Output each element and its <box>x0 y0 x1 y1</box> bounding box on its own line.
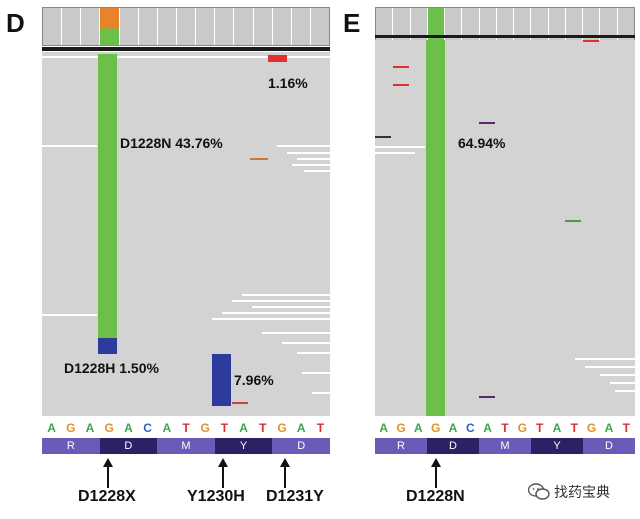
base: G <box>586 421 597 435</box>
base: C <box>465 421 475 435</box>
base: T <box>570 421 578 435</box>
base: T <box>535 421 544 435</box>
base: A <box>162 421 172 435</box>
base: T <box>182 421 190 435</box>
y1230h-label: Y1230H <box>187 488 245 505</box>
base: A <box>448 421 458 435</box>
panel-e-divider <box>375 35 635 38</box>
amino-acid: D <box>427 438 479 454</box>
base: G <box>396 421 406 435</box>
panel-e-letter: E <box>343 8 361 38</box>
d1228h-mutation-bar <box>98 338 117 354</box>
watermark-text: 找药宝典 <box>554 485 610 501</box>
panel-d-d1228h-label: D1228H 1.50% <box>64 360 159 376</box>
d1228n-mutation-bar-e <box>426 40 445 416</box>
panel-d-d1228n-label: D1228N 43.76% <box>120 135 223 151</box>
panel-d-divider <box>42 47 330 51</box>
base: G <box>430 421 441 435</box>
base: T <box>316 421 325 435</box>
d1231y-label: D1231Y <box>266 488 324 505</box>
amino-acid: D <box>99 438 158 454</box>
base: T <box>501 421 509 435</box>
amino-acid: M <box>479 438 531 454</box>
panel-d-y1230h-pct-label: 7.96% <box>234 372 274 388</box>
d1231y-mutation-mark <box>268 55 287 62</box>
base: G <box>517 421 527 435</box>
base: T <box>622 421 630 435</box>
base: C <box>143 421 152 435</box>
base: T <box>259 421 267 435</box>
panel-d-sequence-row: A G A G A C A T G T A T G A T <box>42 420 330 436</box>
base: A <box>239 421 248 435</box>
panel-d-small-pct-label: 1.16% <box>268 75 308 91</box>
panel-d-read-area <box>42 52 330 416</box>
base: A <box>483 421 492 435</box>
amino-acid: D <box>583 438 635 454</box>
base: G <box>104 421 114 435</box>
amino-acid: R <box>42 438 100 454</box>
base: A <box>413 421 423 435</box>
base: A <box>379 421 388 435</box>
panel-d-amino-acid-row: R D M Y D <box>42 438 330 454</box>
panel-e-d1228n-label: 64.94% <box>458 135 506 151</box>
base: A <box>552 421 562 435</box>
amino-acid: Y <box>531 438 583 454</box>
base: G <box>200 421 210 435</box>
base: A <box>47 421 56 435</box>
panel-e-read-area <box>375 40 635 416</box>
d1228n-label-e: D1228N <box>406 488 465 505</box>
amino-acid: M <box>157 438 215 454</box>
d1228x-label: D1228X <box>78 488 136 505</box>
y1230h-mutation-bar <box>212 354 231 406</box>
base: A <box>604 421 614 435</box>
panel-d-coverage-track <box>42 7 330 46</box>
amino-acid: Y <box>214 438 273 454</box>
watermark: 找药宝典 <box>528 482 610 502</box>
base: G <box>277 421 287 435</box>
wechat-icon <box>528 483 550 500</box>
base: T <box>220 421 229 435</box>
panel-d-letter: D <box>6 8 25 38</box>
base: A <box>85 421 95 435</box>
base: G <box>66 421 76 435</box>
base: A <box>296 421 306 435</box>
base: A <box>124 421 133 435</box>
panel-e-coverage-track <box>375 7 635 46</box>
panel-e-amino-acid-row: R D M Y D <box>375 438 635 454</box>
d1228n-mutation-bar <box>98 54 117 338</box>
amino-acid: D <box>272 438 330 454</box>
amino-acid: R <box>375 438 427 454</box>
panel-e-sequence-row: A G A G A C A T G T A T G A T <box>375 420 635 436</box>
